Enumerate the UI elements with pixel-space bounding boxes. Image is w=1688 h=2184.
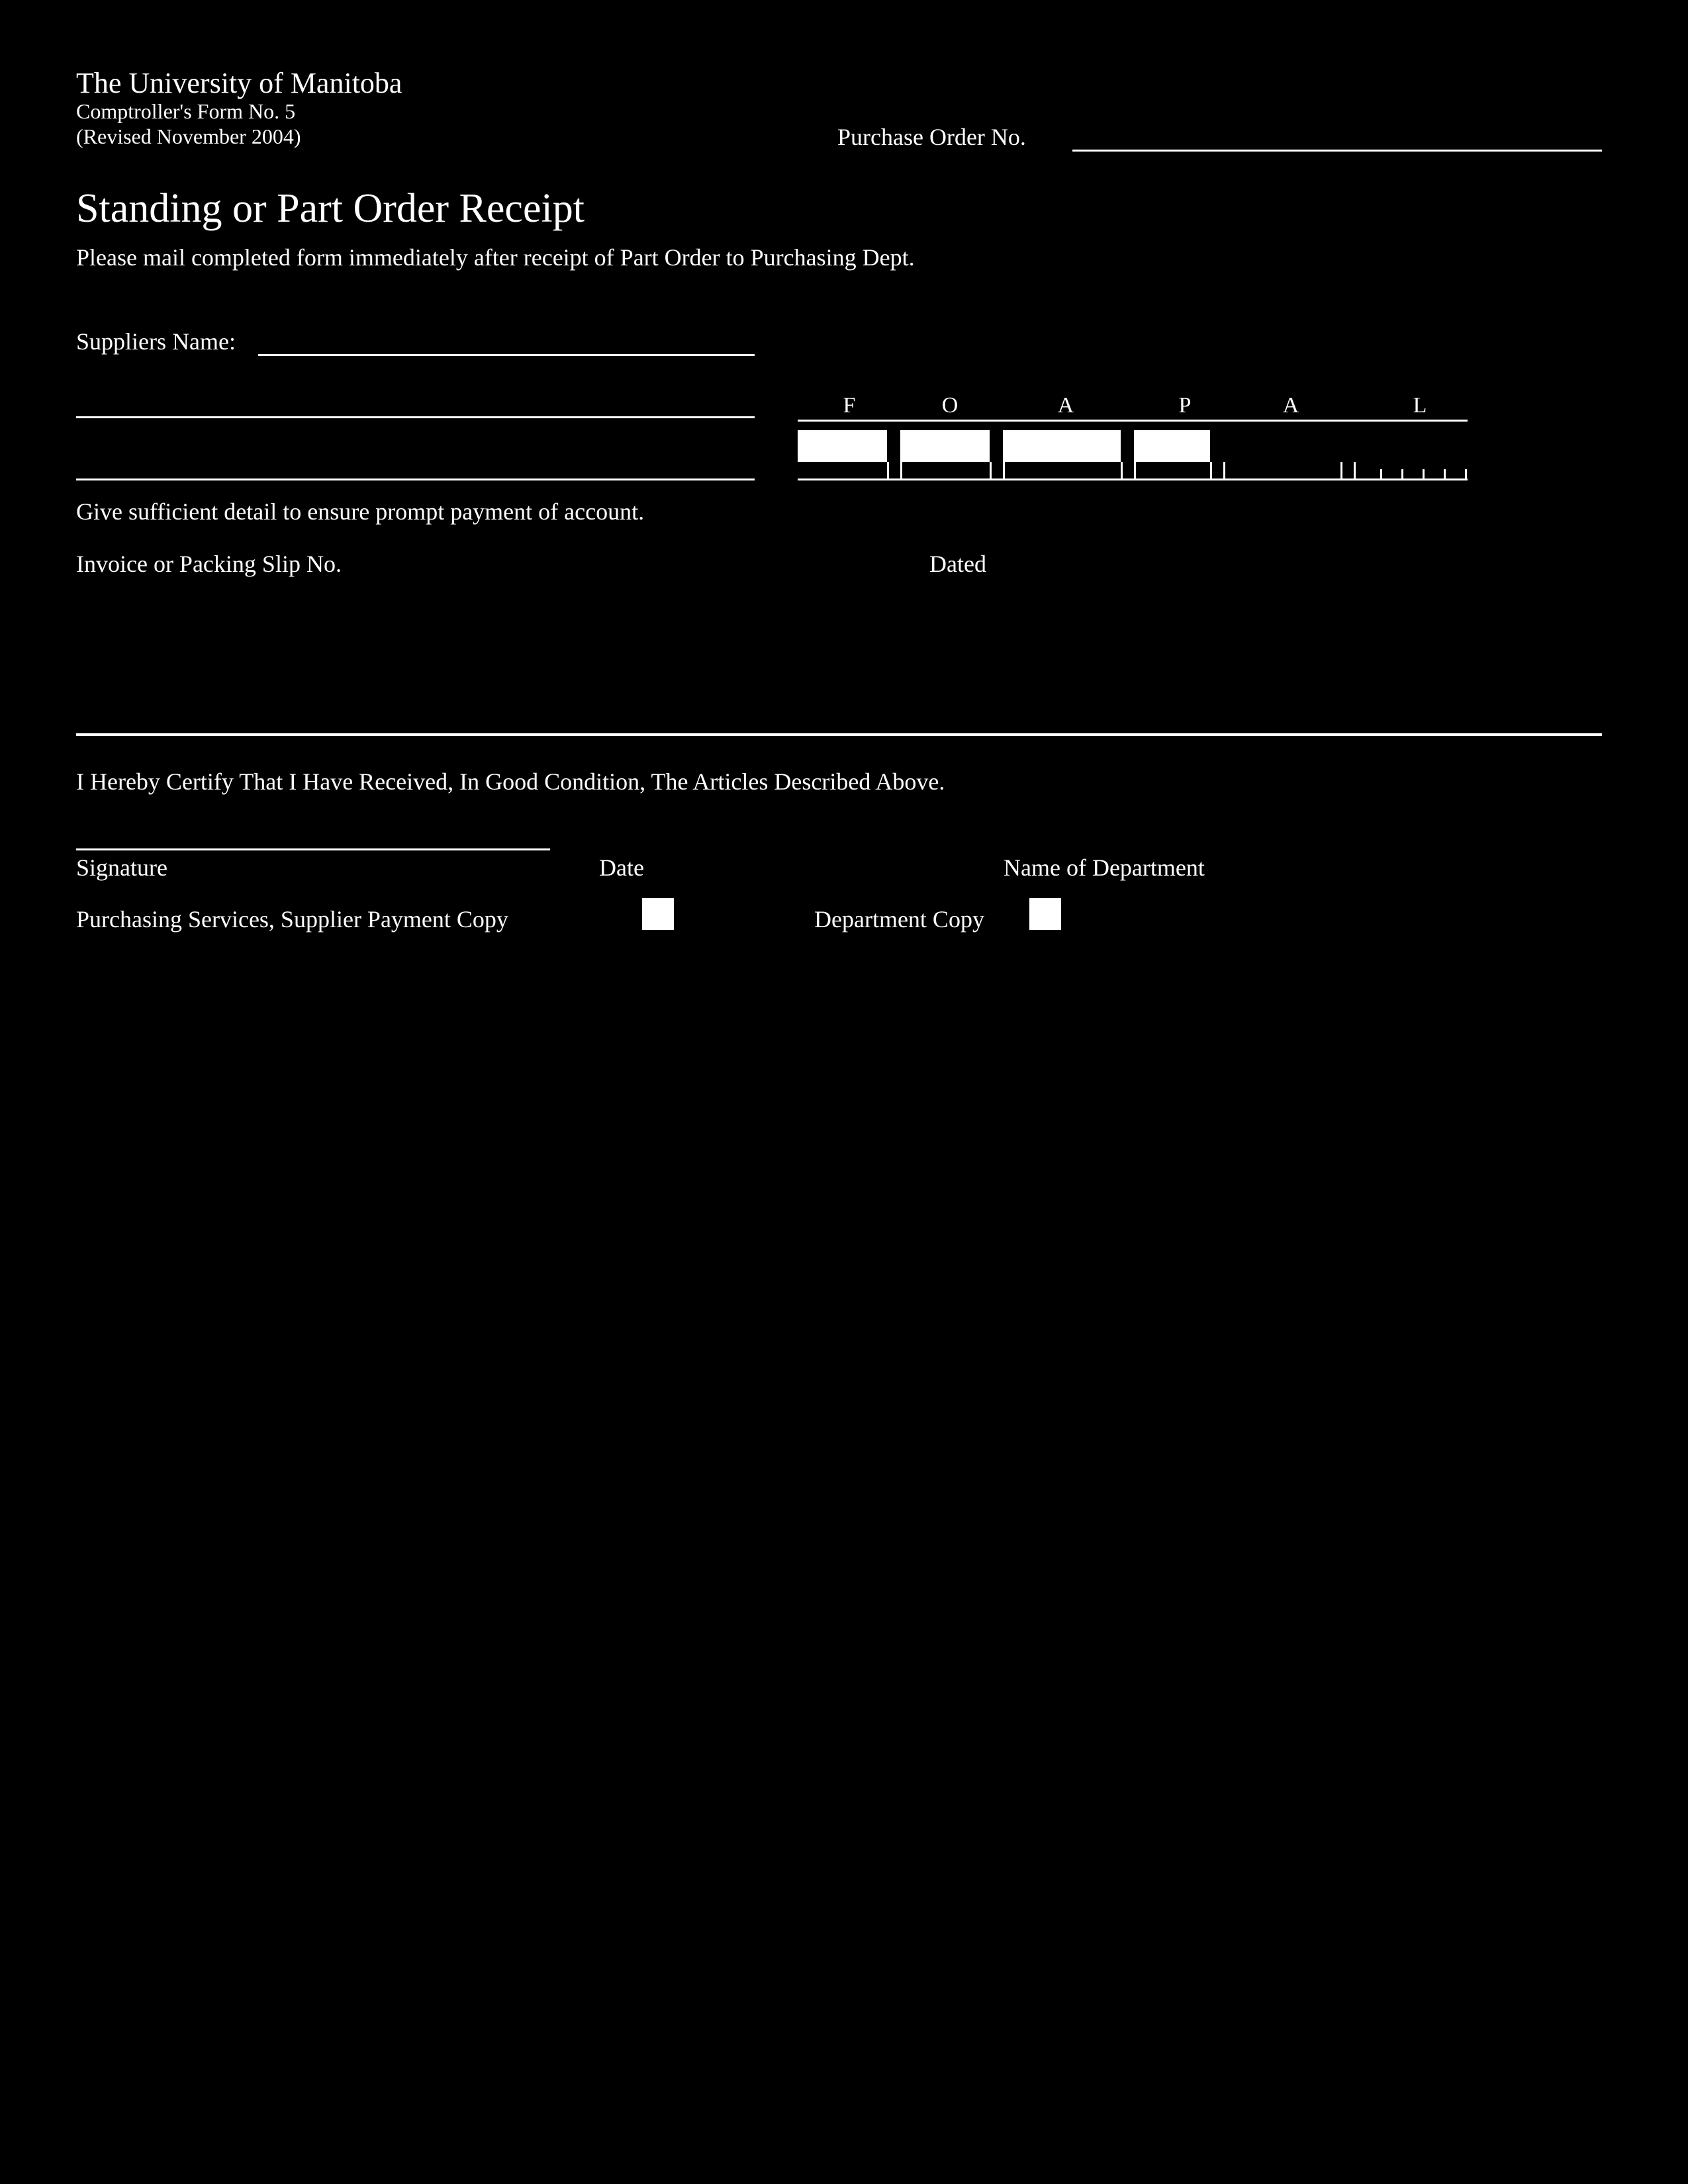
foapal-a1-label: A [1056,393,1076,418]
purchase-order-label: Purchase Order No. [837,123,1026,151]
foapal-o-input[interactable] [900,430,990,462]
foapal-f-input[interactable] [798,430,887,462]
dept-copy-label: Department Copy [814,905,984,933]
foapal-o-label: O [940,393,960,418]
revised-date: (Revised November 2004) [76,124,301,149]
purchasing-copy-checkbox[interactable] [642,898,674,930]
foapal-bottom-line [798,478,1468,480]
foapal-p-label: P [1175,393,1195,418]
dated-label: Dated [929,550,986,578]
org-name: The University of Manitoba [76,66,402,100]
dept-copy-checkbox[interactable] [1029,898,1061,930]
certify-text: I Hereby Certify That I Have Received, I… [76,768,945,796]
foapal-l-label: L [1410,393,1430,418]
instruction-text: Please mail completed form immediately a… [76,244,915,271]
foapal-p-input[interactable] [1134,430,1210,462]
detail-note: Give sufficient detail to ensure prompt … [76,498,644,525]
signature-line[interactable] [76,848,550,850]
suppliers-name-label: Suppliers Name: [76,328,236,355]
dept-name-label: Name of Department [1004,854,1205,882]
foapal-a2-label: A [1281,393,1301,418]
suppliers-name-field-2[interactable] [76,416,755,418]
signature-label: Signature [76,854,167,882]
date-label: Date [599,854,644,882]
form-number: Comptroller's Form No. 5 [76,99,295,124]
invoice-label: Invoice or Packing Slip No. [76,550,342,578]
purchasing-copy-label: Purchasing Services, Supplier Payment Co… [76,905,508,933]
page: The University of Manitoba Comptroller's… [0,0,1688,2184]
foapal-top-line [798,420,1468,422]
form-title: Standing or Part Order Receipt [76,185,585,232]
foapal-ticks [798,462,1468,478]
suppliers-name-field-1[interactable] [258,354,755,356]
foapal-f-label: F [839,393,859,418]
divider-line [76,733,1602,736]
suppliers-name-field-3[interactable] [76,478,755,480]
purchase-order-field[interactable] [1072,150,1602,152]
foapal-a-input[interactable] [1003,430,1121,462]
